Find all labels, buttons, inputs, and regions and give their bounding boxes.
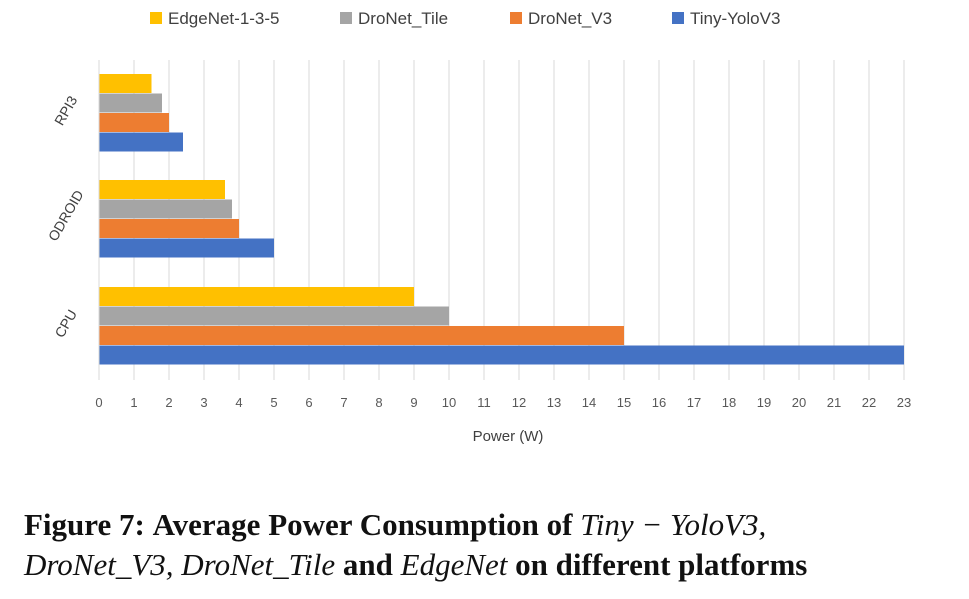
- bar-rpi3-edgenet-1-3-5: [99, 74, 152, 93]
- bar-cpu-edgenet-1-3-5: [99, 287, 414, 306]
- x-tick-label: 23: [897, 395, 911, 410]
- bar-odroid-dronet-tile: [99, 199, 232, 219]
- bar-rpi3-dronet-v3: [99, 113, 169, 132]
- x-tick-label: 8: [375, 395, 382, 410]
- x-tick-label: 13: [547, 395, 561, 410]
- caption-label: Figure 7:: [24, 507, 145, 542]
- bar-cpu-tiny-yolov3: [99, 345, 904, 365]
- x-tick-label: 9: [410, 395, 417, 410]
- bar-odroid-dronet-v3: [99, 219, 239, 238]
- bar-rpi3-dronet-tile: [99, 93, 162, 113]
- caption-term-dronet-v3: DroNet_V3,: [24, 547, 174, 582]
- chart-bars: [99, 74, 904, 365]
- x-tick-label: 22: [862, 395, 876, 410]
- caption-text-3: on different platforms: [515, 547, 808, 582]
- caption-text-2: and: [342, 547, 393, 582]
- x-tick-label: 17: [687, 395, 701, 410]
- legend-swatch: [510, 12, 522, 24]
- x-tick-label: 21: [827, 395, 841, 410]
- x-axis-ticks: 0 1 2 3 4 5 6 7 8 9 10 11 12 13 14 15 16 17 18 19 20 21 22 23: [95, 395, 911, 410]
- y-category-label: ODROID: [45, 187, 87, 243]
- x-tick-label: 15: [617, 395, 631, 410]
- x-tick-label: 20: [792, 395, 806, 410]
- x-tick-label: 3: [200, 395, 207, 410]
- legend-swatch: [340, 12, 352, 24]
- bar-rpi3-tiny-yolov3: [99, 132, 183, 152]
- y-category-label: CPU: [51, 307, 80, 341]
- x-tick-label: 6: [305, 395, 312, 410]
- legend-label: Tiny-YoloV3: [690, 9, 780, 28]
- chart-legend: EdgeNet-1-3-5 DroNet_Tile DroNet_V3 Tiny-Yo…: [150, 9, 780, 28]
- bar-odroid-edgenet-1-3-5: [99, 180, 225, 199]
- caption-text-1: Average Power Consumption of: [152, 507, 573, 542]
- x-tick-label: 12: [512, 395, 526, 410]
- legend-label: EdgeNet-1-3-5: [168, 9, 280, 28]
- y-category-label: RPI3: [51, 93, 81, 128]
- x-tick-label: 7: [340, 395, 347, 410]
- x-tick-label: 10: [442, 395, 456, 410]
- legend-swatch: [150, 12, 162, 24]
- y-axis-categories: CPU ODROID RPI3: [45, 93, 87, 340]
- bar-odroid-tiny-yolov3: [99, 238, 274, 258]
- bar-chart: EdgeNet-1-3-5 DroNet_Tile DroNet_V3 Tiny-Yo…: [45, 9, 911, 445]
- x-tick-label: 2: [165, 395, 172, 410]
- x-tick-label: 5: [270, 395, 277, 410]
- legend-label: DroNet_V3: [528, 9, 612, 28]
- bar-cpu-dronet-tile: [99, 306, 449, 326]
- bar-cpu-dronet-v3: [99, 326, 624, 345]
- x-tick-label: 18: [722, 395, 736, 410]
- x-tick-label: 19: [757, 395, 771, 410]
- caption-term-tiny-yolov3: Tiny − YoloV3,: [580, 507, 767, 542]
- x-tick-label: 14: [582, 395, 596, 410]
- caption-term-edgenet: EdgeNet: [400, 547, 508, 582]
- x-tick-label: 1: [130, 395, 137, 410]
- x-tick-label: 11: [477, 395, 491, 410]
- caption-term-dronet-tile: DroNet_Tile: [181, 547, 336, 582]
- x-tick-label: 0: [95, 395, 102, 410]
- figure-caption: Figure 7: Average Power Consumption of T…: [24, 505, 944, 585]
- legend-swatch: [672, 12, 684, 24]
- legend-label: DroNet_Tile: [358, 9, 448, 28]
- x-tick-label: 16: [652, 395, 666, 410]
- x-axis-title: Power (W): [473, 428, 544, 445]
- x-tick-label: 4: [235, 395, 242, 410]
